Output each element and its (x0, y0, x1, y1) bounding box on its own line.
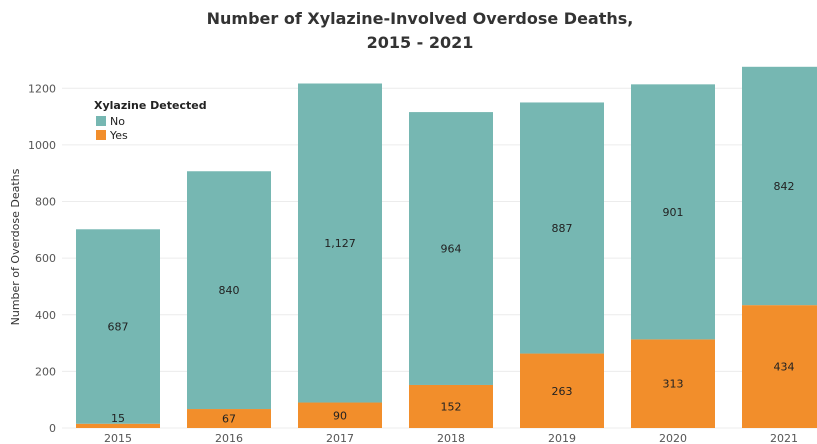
x-tick-label: 2021 (770, 432, 798, 444)
data-label-no-2020: 901 (663, 206, 684, 219)
data-label-yes-2020: 313 (663, 378, 684, 391)
legend-label-no: No (110, 115, 125, 128)
y-tick-label: 400 (35, 309, 56, 322)
data-label-yes-2017: 90 (333, 409, 347, 422)
data-label-yes-2015: 15 (111, 412, 125, 425)
bar-yes-2021 (742, 305, 817, 428)
data-label-no-2016: 840 (219, 284, 240, 297)
data-label-yes-2019: 263 (552, 385, 573, 398)
x-tick-label: 2015 (104, 432, 132, 444)
bar-no-2020 (631, 84, 715, 340)
x-axis: 2015 2016 2017 2018 2019 2020 2021 (104, 432, 798, 444)
data-label-yes-2021: 434 (774, 361, 795, 374)
x-tick-label: 2019 (548, 432, 576, 444)
x-tick-label: 2018 (437, 432, 465, 444)
data-label-no-2021: 842 (774, 180, 795, 193)
bar-no-2015 (76, 229, 160, 424)
bar-yes-2017 (298, 402, 382, 428)
y-axis-title: Number of Overdose Deaths (9, 168, 22, 325)
bar-yes-2018 (409, 384, 493, 428)
chart-title: Number of Xylazine-Involved Overdose Dea… (207, 9, 634, 52)
y-tick-label: 1000 (28, 139, 56, 152)
x-tick-label: 2017 (326, 432, 354, 444)
bar-yes-2020 (631, 339, 715, 428)
legend-swatch-no (96, 116, 106, 126)
bar-yes-2015 (76, 423, 160, 428)
x-tick-label: 2016 (215, 432, 243, 444)
bar-no-2018 (409, 112, 493, 385)
data-label-no-2015: 687 (108, 321, 129, 334)
data-labels: 15 687 67 840 90 1,127 152 964 263 887 313 901 434 84… (108, 180, 795, 426)
y-tick-label: 600 (35, 252, 56, 265)
y-tick-label: 0 (49, 422, 56, 435)
data-label-no-2018: 964 (441, 243, 462, 256)
chart-title-line-2: 2015 - 2021 (367, 33, 474, 52)
data-label-yes-2016: 67 (222, 413, 236, 426)
data-label-no-2019: 887 (552, 222, 573, 235)
bar-no-2017 (298, 83, 382, 403)
y-tick-label: 200 (35, 365, 56, 378)
data-label-yes-2018: 152 (441, 400, 462, 413)
data-label-no-2017: 1,127 (324, 237, 356, 250)
bars (76, 66, 817, 428)
legend-label-yes: Yes (109, 129, 128, 142)
bar-yes-2019 (520, 353, 604, 428)
bar-yes-2016 (187, 409, 271, 428)
y-axis: 0 200 400 600 800 1000 1200 (28, 82, 56, 435)
legend-swatch-yes (96, 130, 106, 140)
y-tick-label: 800 (35, 196, 56, 209)
bar-no-2021 (742, 66, 817, 306)
y-tick-label: 1200 (28, 82, 56, 95)
bar-no-2019 (520, 102, 604, 354)
legend-title: Xylazine Detected (94, 99, 207, 112)
chart-title-line-1: Number of Xylazine-Involved Overdose Dea… (207, 9, 634, 28)
x-tick-label: 2020 (659, 432, 687, 444)
bar-no-2016 (187, 171, 271, 410)
